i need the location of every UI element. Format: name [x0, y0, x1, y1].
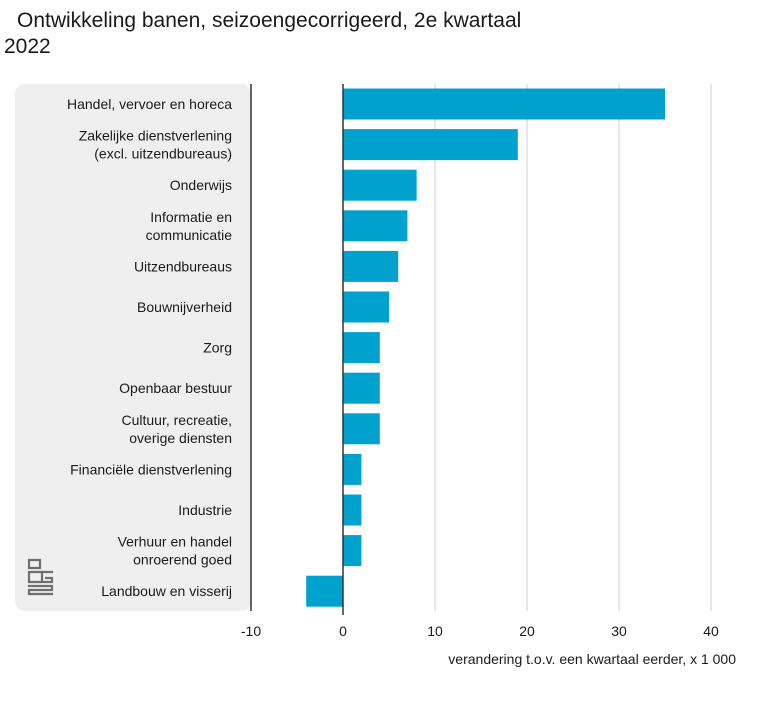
bar — [343, 413, 380, 445]
category-label-line: Cultuur, recreatie, — [122, 412, 233, 428]
category-label-line: Uitzendbureaus — [134, 258, 232, 274]
category-label: Zakelijke dienstverlening (excl. uitzendb… — [79, 128, 232, 162]
category-label: Informatie en communicatie — [146, 209, 233, 243]
bar — [343, 332, 380, 364]
category-label: Verhuur en handel onroerend goed — [118, 534, 232, 568]
bar — [343, 535, 362, 567]
gridlines — [250, 84, 712, 611]
category-labels: Handel, vervoer en horeca Zakelijke diens… — [67, 96, 232, 599]
category-label-line: Landbouw en visserij — [101, 583, 232, 599]
category-label: Financiële dienstverlening — [70, 461, 232, 477]
bar — [343, 291, 389, 323]
category-label-line: Openbaar bestuur — [119, 380, 232, 396]
chart-title: Ontwikkeling banen, seizoengecorrigeerd,… — [4, 9, 522, 58]
bar — [343, 372, 380, 404]
bar — [343, 250, 399, 282]
category-label: Bouwnijverheid — [137, 299, 232, 315]
category-label: Industrie — [178, 502, 232, 518]
category-label-line: Industrie — [178, 502, 232, 518]
bar — [343, 169, 417, 201]
category-label-line: overige diensten — [129, 430, 232, 446]
category-label: Uitzendbureaus — [134, 258, 232, 274]
category-label-line: Verhuur en handel — [118, 534, 232, 550]
category-label: Zorg — [203, 340, 232, 356]
x-tick-label: 20 — [519, 623, 535, 639]
category-label-line: Informatie en — [150, 209, 232, 225]
category-label-line: communicatie — [146, 227, 233, 243]
category-label-line: (excl. uitzendbureaus) — [94, 146, 232, 162]
x-tick-label: 0 — [339, 623, 347, 639]
bar — [306, 575, 343, 607]
bar — [343, 453, 362, 485]
x-tick-labels: -10 0 10 20 30 40 — [241, 623, 719, 639]
category-label: Cultuur, recreatie, overige diensten — [122, 412, 233, 446]
category-label-panel — [15, 84, 251, 611]
category-label-line: onroerend goed — [133, 552, 232, 568]
category-label: Openbaar bestuur — [119, 380, 232, 396]
bar — [343, 88, 665, 120]
bars — [306, 88, 665, 607]
category-label-line: Financiële dienstverlening — [70, 461, 232, 477]
category-label-line: Onderwijs — [170, 177, 232, 193]
x-axis-title: verandering t.o.v. een kwartaal eerder, … — [448, 651, 736, 667]
category-label-line: Zorg — [203, 340, 232, 356]
category-label-line: Handel, vervoer en horeca — [67, 96, 232, 112]
bar — [343, 494, 362, 526]
x-tick-label: 10 — [427, 623, 443, 639]
category-label: Handel, vervoer en horeca — [67, 96, 232, 112]
category-label-line: Bouwnijverheid — [137, 299, 232, 315]
x-tick-label: 30 — [611, 623, 627, 639]
bar — [343, 210, 408, 242]
bar — [343, 129, 518, 161]
category-label-line: Zakelijke dienstverlening — [79, 128, 232, 144]
category-label: Landbouw en visserij — [101, 583, 232, 599]
x-tick-label: -10 — [241, 623, 261, 639]
category-label: Onderwijs — [170, 177, 232, 193]
cbs-logo-icon — [27, 558, 54, 596]
x-tick-label: 40 — [703, 623, 719, 639]
